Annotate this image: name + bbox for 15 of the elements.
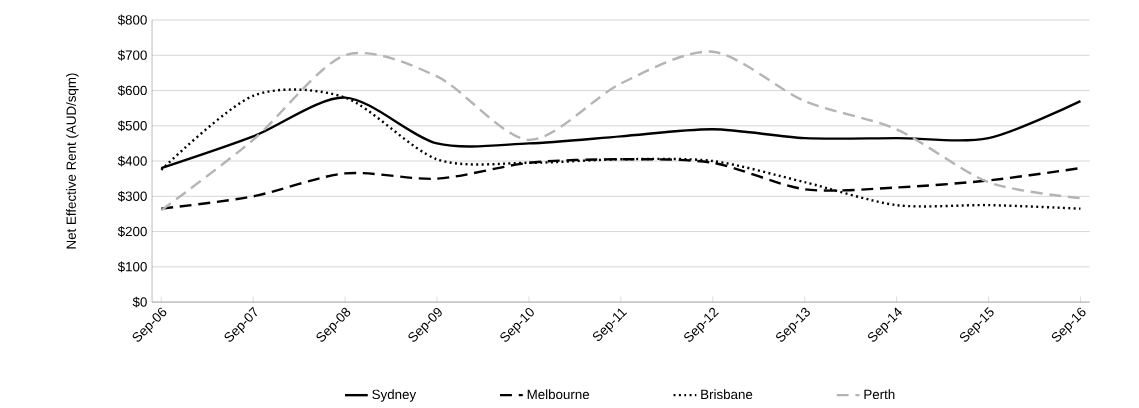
y-tick-label: $400 bbox=[117, 155, 147, 167]
y-axis-title: Net Effective Rent (AUD/sqm) bbox=[66, 73, 79, 249]
y-tick-label: $200 bbox=[117, 226, 147, 237]
legend-label: Perth bbox=[864, 389, 895, 400]
legend-label: Brisbane bbox=[701, 389, 753, 400]
y-tick-label: $100 bbox=[117, 261, 147, 273]
y-tick-label: $800 bbox=[117, 14, 147, 26]
y-tick-label: $300 bbox=[117, 190, 147, 202]
y-tick-label: $600 bbox=[117, 85, 147, 96]
legend-label: Melbourne bbox=[527, 389, 590, 400]
line-series bbox=[160, 50, 1082, 212]
y-tick-label: $0 bbox=[132, 296, 147, 308]
y-tick-label: $500 bbox=[117, 120, 147, 132]
legend-label: Sydney bbox=[372, 389, 417, 402]
y-tick-label: $700 bbox=[117, 49, 147, 61]
